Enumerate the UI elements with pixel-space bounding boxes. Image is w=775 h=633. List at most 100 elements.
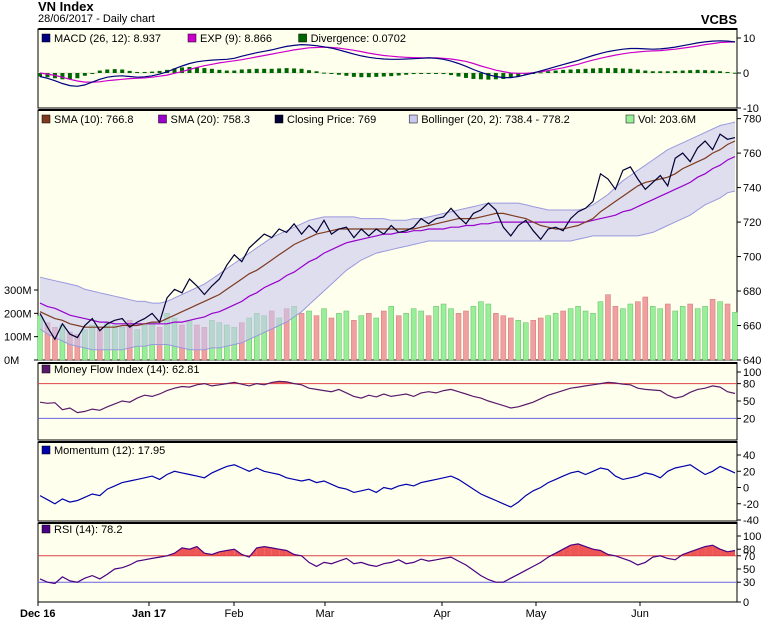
divergence-bar	[576, 69, 581, 73]
volume-bar	[620, 308, 626, 361]
volume-bar	[395, 315, 402, 361]
divergence-bar	[381, 73, 386, 77]
divergence-bar	[561, 69, 566, 73]
rsi-overbought-fill	[690, 549, 698, 556]
volume-bar	[373, 317, 380, 361]
volume-tick-label-3: 0M	[4, 355, 19, 367]
volume-bar	[627, 303, 634, 361]
volume-bar	[530, 320, 536, 361]
divergence-bar	[150, 71, 155, 73]
volume-bar	[343, 310, 350, 361]
divergence-bar	[463, 73, 468, 78]
volume-bar	[336, 313, 342, 361]
divergence-bar	[366, 73, 371, 78]
volume-bar	[657, 308, 664, 361]
divergence-bar	[82, 73, 87, 76]
volume-bar	[537, 317, 544, 361]
divergence-bar	[718, 71, 723, 73]
rsi-panel-top-rule	[38, 522, 738, 524]
divergence-bar	[321, 72, 326, 74]
volume-bar	[388, 306, 394, 361]
divergence-bar	[620, 68, 625, 73]
exp-line	[39, 41, 736, 83]
volume-bar	[597, 301, 604, 361]
divergence-bar	[598, 68, 603, 73]
divergence-bar	[680, 70, 685, 73]
divergence-bar	[478, 73, 483, 80]
divergence-bar	[650, 71, 655, 73]
price-legend-entry-0: SMA (10): 766.8	[54, 114, 134, 126]
rsi-overbought-fill	[578, 543, 586, 556]
divergence-bar	[329, 73, 334, 74]
volume-bar	[478, 301, 484, 361]
macd-axis-tick-label-0: 10	[743, 33, 755, 45]
rsi-axis-tick-label-1: 80	[743, 544, 755, 556]
volume-bar	[351, 320, 357, 361]
divergence-bar	[456, 73, 461, 77]
rsi-axis-tick-label-2: 70	[743, 551, 755, 563]
volume-bar	[321, 308, 327, 361]
volume-tick-label-1: 200M	[4, 308, 32, 320]
mfi-panel-top-rule	[38, 362, 738, 364]
volume-bar	[724, 303, 731, 361]
x-axis-label-4: Apr	[433, 608, 450, 620]
macd-line	[39, 40, 736, 87]
divergence-bar	[553, 70, 558, 73]
x-axis-label-6: Jun	[631, 608, 649, 620]
divergence-bar	[426, 73, 431, 74]
divergence-bar	[710, 70, 715, 73]
divergence-bar	[97, 70, 102, 73]
momentum-axis-tick-label-4: -40	[743, 515, 759, 527]
divergence-bar	[247, 69, 252, 73]
mfi-axis-tick-label-0: 100	[743, 367, 761, 379]
data-source: VCBS	[700, 12, 737, 27]
price-legend-entry-4: Vol: 203.6M	[638, 114, 696, 126]
divergence-bar	[508, 73, 513, 78]
mfi-axis-tick-label-3: 20	[743, 413, 755, 425]
divergence-bar	[374, 73, 379, 77]
chart-subtitle: 28/06/2017 - Daily chart	[38, 13, 155, 25]
divergence-bar	[142, 71, 147, 73]
divergence-bar	[209, 68, 214, 73]
macd-axis-tick-label-1: 0	[743, 68, 749, 80]
price-axis-tick-label-6: 660	[743, 321, 761, 333]
bollinger-lower-line	[39, 190, 736, 351]
price-axis-tick-label-5: 680	[743, 286, 761, 298]
volume-bar	[552, 313, 559, 361]
volume-bar	[515, 320, 522, 361]
momentum-axis-tick-label-0: 40	[743, 450, 755, 462]
divergence-bar	[127, 70, 132, 73]
x-axis-label-2: Feb	[225, 608, 244, 620]
mfi-line	[39, 380, 736, 414]
divergence-bar	[135, 71, 140, 73]
rsi-overbought-fill	[570, 543, 579, 556]
volume-bar	[381, 310, 387, 361]
price-legend-entry-1: SMA (20): 758.3	[171, 114, 251, 126]
volume-bar	[470, 306, 477, 361]
bollinger-upper-line	[39, 121, 736, 304]
volume-bar	[425, 315, 432, 361]
price-legend-swatch-3	[408, 114, 418, 124]
divergence-bar	[38, 73, 42, 77]
price-axis-tick-label-4: 700	[743, 252, 761, 264]
divergence-bar	[194, 67, 199, 73]
volume-bar	[575, 306, 581, 361]
divergence-bar	[516, 73, 521, 77]
price-axis-tick-label-0: 780	[743, 114, 761, 126]
divergence-bar	[284, 68, 289, 73]
closing-price-line	[39, 133, 736, 341]
mfi-axis-tick-label-2: 50	[743, 396, 755, 408]
price-legend-swatch-4	[625, 114, 635, 124]
volume-bar	[612, 306, 619, 361]
rsi-overbought-fill	[181, 547, 190, 556]
divergence-bar	[90, 73, 95, 74]
rsi-line	[39, 543, 736, 585]
volume-bar	[358, 315, 365, 361]
volume-bar	[590, 313, 596, 361]
divergence-bar	[583, 68, 588, 73]
divergence-bar	[269, 68, 274, 73]
price-axis-tick-label-1: 760	[743, 148, 761, 160]
volume-bar	[508, 317, 514, 361]
rsi-overbought-fill	[256, 546, 265, 556]
divergence-bar	[172, 68, 177, 73]
